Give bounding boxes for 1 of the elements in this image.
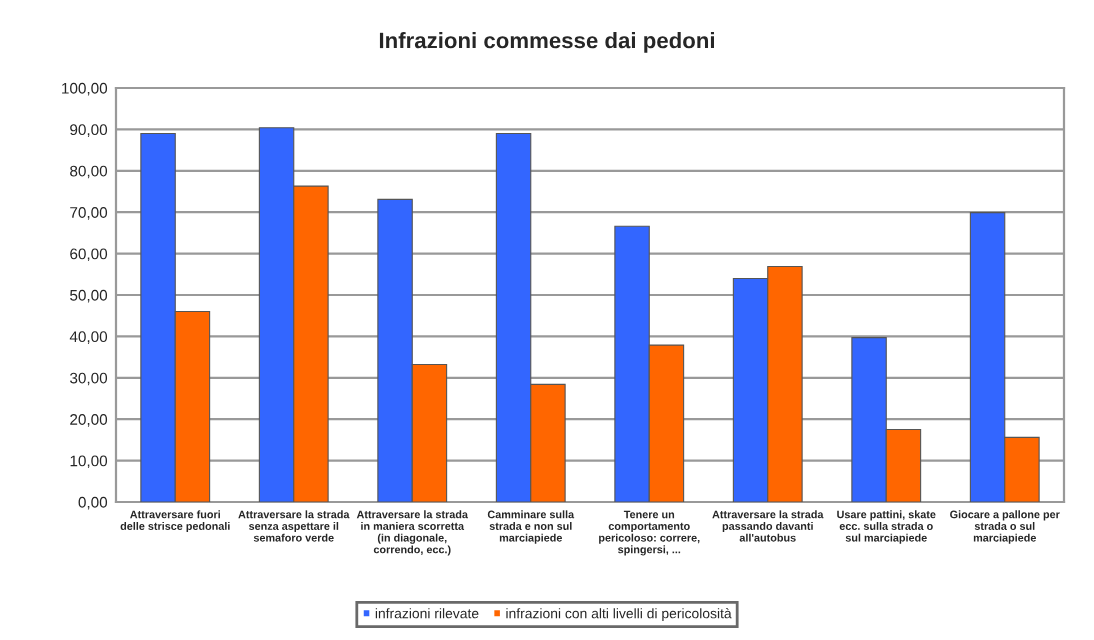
chart-title: Infrazioni commesse dai pedoni	[379, 32, 714, 53]
